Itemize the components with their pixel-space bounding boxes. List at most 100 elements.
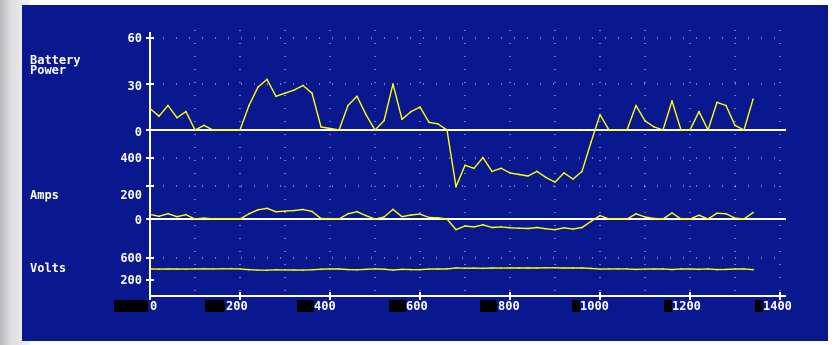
volts-point-52 [617,268,619,270]
battery-power-point-24 [365,113,367,116]
amps-point-49 [590,220,592,223]
volts-point-36 [473,267,475,269]
battery-power-point-40 [509,172,511,174]
battery-power-point-17 [302,84,304,87]
amps-point-19 [320,217,322,220]
volts-point-9 [230,267,232,270]
battery-power-point-44 [545,176,547,179]
battery-power-point-13 [266,78,268,81]
amps-point-11 [248,212,250,215]
volts-point-24 [365,268,367,271]
volts-point-7 [212,268,214,270]
volts-point-42 [527,267,529,269]
battery-power-point-64 [725,104,727,107]
amps-point-27 [392,208,394,211]
battery-power-point-25 [374,129,376,131]
amps-point-6 [203,217,205,220]
amps-trace [149,207,754,231]
battery-power-point-7 [212,129,214,131]
battery-power-point-5 [194,129,196,131]
volts-point-12 [257,269,259,271]
amps-point-24 [365,214,367,217]
battery-power-label-line1: Battery [30,53,81,67]
volts-label: Volts [30,261,66,275]
volts-point-25 [374,268,376,270]
amps-point-2 [167,212,169,215]
x-tick-1000: 1000 [580,299,609,313]
volts-point-61 [698,268,700,271]
volts-point-3 [176,268,178,270]
battery-power-point-50 [599,113,601,116]
volts-point-22 [347,268,349,271]
volts-point-34 [455,267,457,269]
volts-point-53 [626,268,628,270]
volts-point-60 [689,268,691,270]
volts-point-66 [743,268,745,270]
amps-point-15 [284,210,286,213]
amps-point-44 [545,227,547,230]
amps-point-67 [752,211,754,214]
amps-point-31 [428,216,430,219]
x-tick-box-800 [480,300,497,312]
amps-point-20 [329,217,331,220]
amps-point-0 [149,213,151,216]
battery-power-point-19 [320,126,322,128]
volts-point-43 [536,267,538,269]
battery-power-point-0 [149,107,151,110]
amps-point-35 [464,225,466,227]
volts-point-54 [635,268,637,271]
battery-power-point-58 [671,100,673,102]
x-tick-box-1400 [755,300,763,312]
amps-point-54 [635,212,637,215]
volts-point-65 [734,268,736,270]
battery-power-point-66 [743,129,745,131]
volts-point-62 [707,268,709,270]
power-tick-0: 0 [135,125,142,139]
battery-power-point-22 [347,104,349,107]
battery-power-point-29 [410,110,412,113]
battery-power-point-32 [437,123,439,125]
amps-point-48 [581,226,583,229]
amps-point-3 [176,215,178,218]
battery-power-point-37 [482,156,484,159]
battery-power-point-2 [167,104,169,107]
amps-point-57 [662,218,664,220]
amps-point-29 [410,214,412,216]
volts-point-64 [725,268,727,271]
amps-point-38 [491,226,493,229]
amps-point-53 [626,218,628,220]
amps-tick-0: 0 [135,213,142,227]
amps-point-45 [554,228,556,231]
volts-point-17 [302,269,304,271]
volts-point-19 [320,268,322,271]
x-tick-1200: 1200 [672,299,701,313]
volts-point-13 [266,269,268,272]
amps-point-9 [230,218,232,220]
amps-point-63 [716,212,718,215]
x-tick-400: 400 [314,299,336,313]
amps-point-61 [698,214,700,217]
volts-point-55 [644,268,646,270]
volts-point-41 [518,267,520,269]
amps-point-50 [599,214,601,217]
volts-point-29 [410,268,412,271]
battery-power-point-26 [383,119,385,122]
amps-point-58 [671,212,673,214]
volts-point-1 [158,268,160,270]
volts-trace [149,267,754,271]
amps-point-1 [158,215,160,218]
battery-power-point-59 [680,129,682,131]
amps-point-12 [257,208,259,211]
amps-point-34 [455,228,457,231]
volts-point-50 [599,268,601,270]
amps-point-13 [266,207,268,210]
volts-tick-200: 200 [120,273,142,287]
battery-power-point-38 [491,170,493,173]
amps-point-39 [500,226,502,228]
amps-point-46 [563,226,565,229]
power-tick-60: 60 [128,31,142,45]
battery-power-point-61 [698,110,700,113]
volts-point-38 [491,267,493,269]
battery-power-point-8 [221,129,223,131]
volts-point-51 [608,268,610,270]
